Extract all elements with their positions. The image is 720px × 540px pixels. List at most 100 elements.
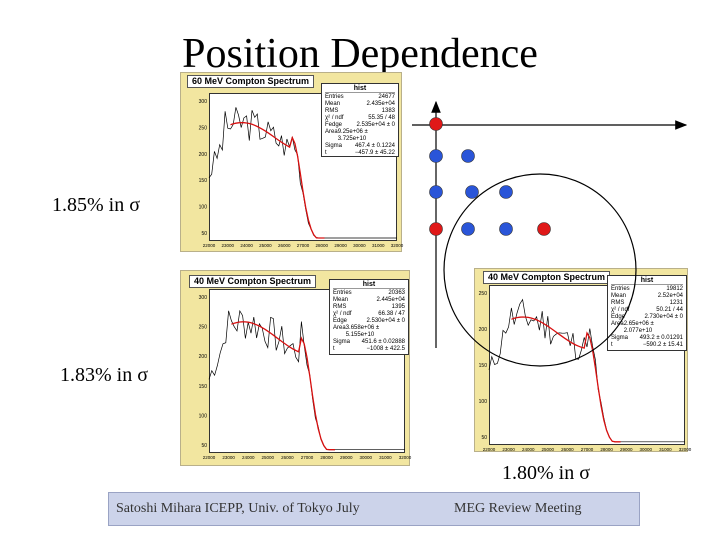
x-tick-label: 26000 [561,447,574,452]
stats-row: t −1008 ± 422.5 [333,346,405,353]
x-tick-label: 30000 [360,455,373,460]
position-dot [429,149,443,163]
position-dot [461,222,475,236]
fit-curve [231,321,335,451]
fit-curve [230,121,325,239]
x-tick-label: 25000 [542,447,555,452]
stats-row: Edge 2.730e+04 ± 0 [611,314,683,321]
x-tick-label: 23000 [502,447,515,452]
x-tick-label: 25000 [259,243,272,248]
stats-key: RMS [333,304,347,310]
position-dot [465,185,479,199]
measured-position-dot [537,222,551,236]
stats-value: 451.6 ± 0.02888 [361,339,405,345]
stats-key: Fedge [325,122,343,128]
histogram-panel-middle: 40 MeV Compton Spectrum hist Entries 2036… [180,270,412,466]
stats-row: χ² / ndf 55.35 / 48 [325,115,395,122]
stats-key: RMS [611,300,625,306]
resolution-label-middle: 1.83% in σ [60,364,148,386]
y-tick-label: 100 [479,399,488,405]
stats-row: RMS 1231 [611,300,683,307]
histogram-panel-right: 40 MeV Compton Spectrum hist Entries 1981… [474,268,692,452]
x-tick-label: 23000 [222,455,235,460]
y-tick-label: 300 [199,99,208,105]
stats-key: χ² / ndf [611,307,630,313]
stats-key: Mean [325,101,341,107]
stats-key: Edge [333,318,348,324]
stats-key: RMS [325,108,339,114]
stats-title: hist [611,277,683,285]
resolution-label-top: 1.85% in σ [52,194,140,216]
y-tick-label: 200 [199,152,208,158]
stats-value: 66.38 / 47 [378,311,405,317]
histogram-plot: 250 200 150 100 50 22000 23000 24000 25000 26000 2… [479,291,692,452]
stats-key: Mean [611,293,627,299]
stats-value: 2.445e+04 [376,297,405,303]
y-tick-label: 300 [199,295,208,301]
histogram-bins [488,298,685,443]
y-tick-label: 250 [199,325,208,331]
x-tick-label: 24000 [522,447,535,452]
stats-value: −457.9 ± 45.22 [354,150,395,156]
detector-circle [443,173,637,367]
x-tick-label: 29000 [340,455,353,460]
stats-value: 20363 [388,290,405,296]
x-tick-label: 29000 [620,447,633,452]
stats-row: χ² / ndf 50.21 / 44 [611,307,683,314]
x-tick-label: 31000 [372,243,385,248]
x-tick-label: 27000 [581,447,594,452]
histogram-plot: 300 250 200 150 100 50 22000 23000 24000 25000 260… [199,99,404,248]
stats-key: Sigma [333,339,351,345]
stats-value: 2.52e+04 [657,293,683,299]
y-tick-label: 50 [201,231,207,237]
stats-title: hist [333,281,405,289]
fit-curve [511,316,621,443]
stats-rows: Entries 24677 Mean 2.435e+04 RMS 1383 χ² / ndf… [325,94,395,157]
stats-row: Fedge 2.535e+04 ± 0 [325,122,395,129]
stats-key: Entries [611,286,630,292]
stats-row: Sigma 467.4 ± 0.1224 [325,143,395,150]
stats-row: χ² / ndf 66.38 / 47 [333,311,405,318]
stats-row: Mean 2.52e+04 [611,293,683,300]
stats-value: 3.658e+06 ± 5.155e+10 [345,325,380,338]
x-tick-label: 22000 [203,243,216,248]
stats-key: t [611,342,613,348]
stats-box: hist Entries 19812 Mean 2.52e+04 RMS 1231 χ² /… [607,275,687,351]
x-tick-label: 28000 [600,447,613,452]
histogram-panel-top: 60 MeV Compton Spectrum hist Entries 2467… [180,72,404,252]
stats-box: hist Entries 20363 Mean 2.445e+04 RMS 1395 χ² … [329,279,409,355]
histogram-plot: 300 250 200 150 100 50 22000 23000 24000 25000 260… [199,295,412,460]
x-tick-label: 31000 [379,455,392,460]
stats-title: hist [325,85,395,93]
stats-value: 55.35 / 48 [368,115,395,121]
y-tick-label: 50 [481,435,487,441]
stats-row: Area 3.658e+06 ± 5.155e+10 [333,325,405,339]
x-tick-label: 27000 [301,455,314,460]
position-dot [429,185,443,199]
stats-value: 9.25e+06 ± 3.725e+10 [337,129,368,142]
y-tick-label: 200 [199,354,208,360]
measured-position-dot [429,117,443,131]
stats-value: 1231 [669,300,683,306]
stats-row: Entries 19812 [611,286,683,293]
x-tick-label: 32000 [391,243,404,248]
stats-value: 24677 [378,94,395,100]
y-tick-label: 100 [199,205,208,211]
x-tick-label: 28000 [320,455,333,460]
x-tick-label: 30000 [640,447,653,452]
y-tick-label: 50 [201,443,207,449]
measured-position-dot [429,222,443,236]
position-dot [499,185,513,199]
x-tick-label: 22000 [483,447,496,452]
stats-row: Mean 2.445e+04 [333,297,405,304]
stats-row: Sigma 451.6 ± 0.02888 [333,339,405,346]
stats-key: Entries [325,94,344,100]
y-tick-label: 100 [199,413,208,419]
stats-value: 2.65e+06 ± 2.077e+10 [623,321,654,334]
position-dot [461,149,475,163]
stats-row: Area 2.65e+06 ± 2.077e+10 [611,321,683,335]
stats-key: Mean [333,297,349,303]
x-tick-label: 26000 [278,243,291,248]
histogram-title: 40 MeV Compton Spectrum [189,275,317,288]
